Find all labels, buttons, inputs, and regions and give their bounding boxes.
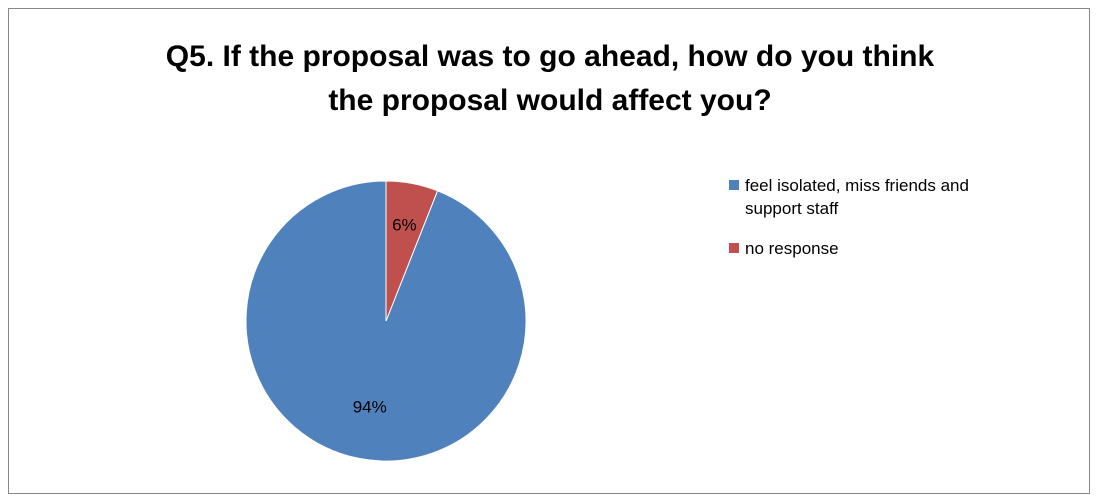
pie-label-0: 94% <box>353 397 387 416</box>
legend-item-no-response: no response <box>729 237 1049 260</box>
pie-chart: 94% 6% <box>245 180 527 462</box>
legend-label-isolated-line-1: feel isolated, miss friends and <box>745 176 969 195</box>
legend-label-no-response: no response <box>745 239 839 258</box>
legend-label-isolated-line-2: support staff <box>745 199 839 218</box>
pie-slice-no-response <box>385 180 439 322</box>
legend-item-isolated: feel isolated, miss friends and support … <box>729 174 1049 220</box>
legend: feel isolated, miss friends and support … <box>729 174 1049 277</box>
chart-title: Q5. If the proposal was to go ahead, how… <box>9 35 1091 123</box>
legend-swatch-isolated <box>729 180 739 190</box>
chart-title-line-2: the proposal would affect you? <box>328 84 772 117</box>
pie-labels: 94% 6% <box>353 216 417 417</box>
legend-swatch-no-response <box>729 243 739 253</box>
pie-slices <box>245 180 527 462</box>
chart-title-line-1: Q5. If the proposal was to go ahead, how… <box>165 40 935 73</box>
pie-label-1: 6% <box>392 216 417 235</box>
chart-frame: Q5. If the proposal was to go ahead, how… <box>8 8 1090 494</box>
